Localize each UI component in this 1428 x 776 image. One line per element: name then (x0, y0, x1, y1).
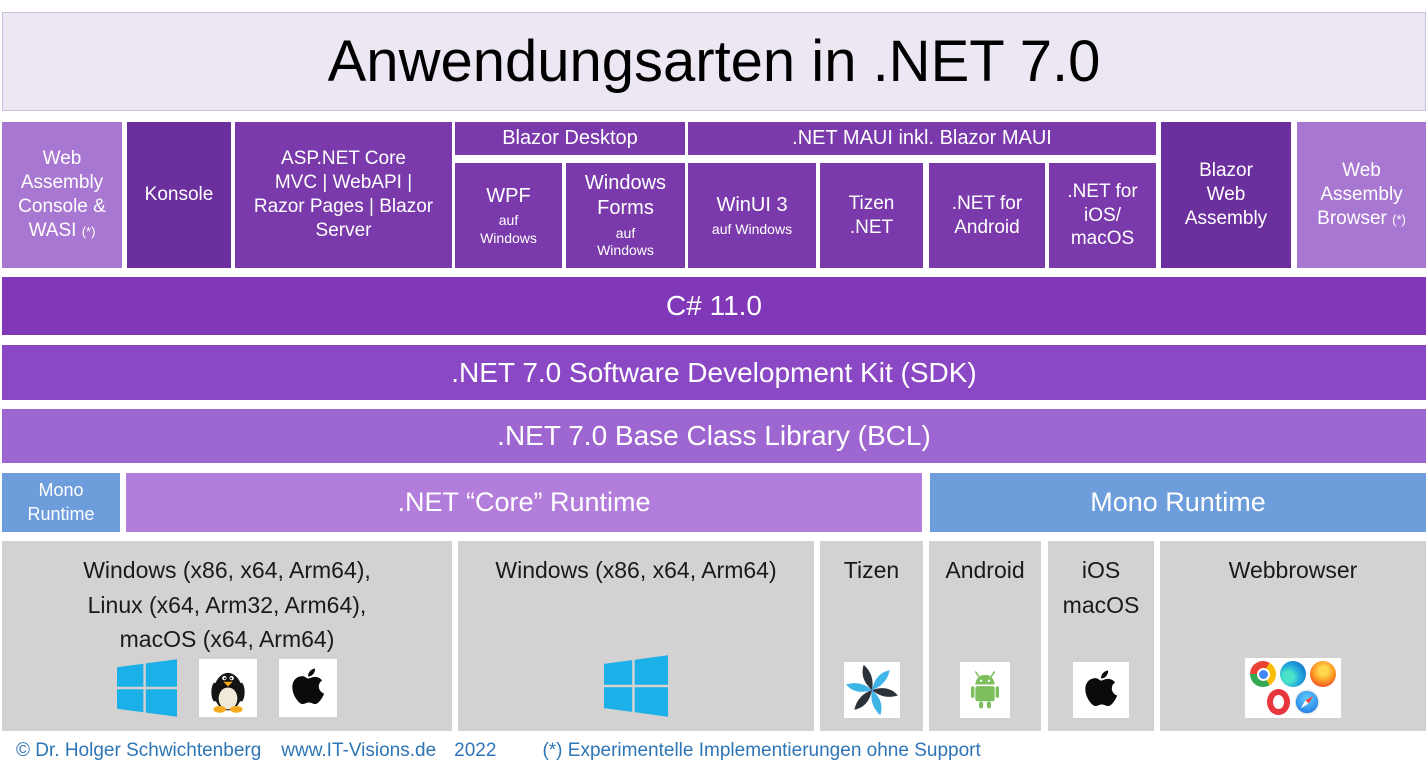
box-wpf-title: WPF (486, 184, 531, 207)
layer-csharp: C# 11.0 (2, 277, 1426, 335)
box-aspnet-core-label: ASP.NET Core MVC | WebAPI | Razor Pages … (253, 148, 434, 241)
box-konsole-label: Konsole (144, 184, 214, 206)
platform-webbrowser: Webbrowser (1160, 541, 1426, 731)
runtime-mono-left-label: Mono Runtime (27, 480, 95, 524)
page-title: Anwendungsarten in .NET 7.0 (2, 12, 1426, 111)
runtime-mono-right: Mono Runtime (930, 473, 1426, 532)
box-blazor-webassembly: Blazor Web Assembly (1161, 122, 1291, 268)
apple-icon (279, 659, 337, 717)
page-title-text: Anwendungsarten in .NET 7.0 (327, 29, 1101, 94)
box-winforms-title: Windows Forms (584, 172, 667, 220)
platform-windows-label: Windows (x86, x64, Arm64) (495, 557, 777, 583)
layer-bcl-label: .NET 7.0 Base Class Library (BCL) (497, 420, 931, 452)
platform-ios-macos-label: iOS macOS (1062, 557, 1140, 618)
layer-sdk: .NET 7.0 Software Development Kit (SDK) (2, 345, 1426, 400)
platform-tizen-icons (820, 662, 923, 718)
platform-multi-label: Windows (x86, x64, Arm64), Linux (x64, A… (83, 557, 371, 652)
box-net-android: .NET for Android (929, 163, 1045, 268)
layer-sdk-label: .NET 7.0 Software Development Kit (SDK) (451, 356, 977, 388)
box-wasm-console-star: (*) (81, 223, 96, 239)
platform-webbrowser-label: Webbrowser (1228, 557, 1358, 583)
box-blazor-webassembly-label: Blazor Web Assembly (1184, 160, 1268, 229)
box-wasm-console-label: Web Assembly Console & WASI (18, 148, 106, 241)
platform-tizen-label: Tizen (843, 557, 900, 583)
platform-windows-icons (458, 654, 814, 718)
box-aspnet-core: ASP.NET Core MVC | WebAPI | Razor Pages … (235, 122, 452, 268)
firefox-icon (1310, 661, 1336, 687)
group-blazor-desktop-header: Blazor Desktop (455, 122, 685, 155)
runtime-mono-left: Mono Runtime (2, 473, 120, 532)
platform-tizen: Tizen (820, 541, 923, 731)
box-winforms: Windows Forms auf Windows (566, 163, 685, 268)
box-tizen-net: Tizen .NET (820, 163, 923, 268)
platform-webbrowser-icons (1160, 658, 1426, 718)
platform-ios-macos: iOS macOS (1048, 541, 1154, 731)
box-net-ios-label: .NET for iOS/ macOS (1067, 180, 1138, 250)
footer-note: (*) Experimentelle Implementierungen ohn… (542, 740, 981, 761)
box-wasm-browser: Web Assembly Browser (*) (1297, 122, 1426, 268)
chrome-icon (1250, 661, 1276, 687)
box-winui3-subtitle: auf Windows (711, 220, 793, 237)
box-net-android-label: .NET for Android (951, 192, 1023, 238)
platform-multi: Windows (x86, x64, Arm64), Linux (x64, A… (2, 541, 452, 731)
opera-icon (1266, 689, 1290, 715)
linux-icon (199, 659, 257, 717)
platform-android-label: Android (945, 557, 1025, 583)
runtime-mono-right-label: Mono Runtime (1090, 487, 1266, 518)
platform-android: Android (929, 541, 1041, 731)
platform-android-icons (929, 662, 1041, 718)
box-tizen-net-label: Tizen .NET (848, 192, 895, 238)
footer: © Dr. Holger Schwichtenberg www.IT-Visio… (0, 740, 1428, 762)
browser-icons-tile (1245, 658, 1341, 718)
tizen-icon (843, 662, 900, 718)
box-wasm-browser-label: Web Assembly Browser (1317, 160, 1403, 229)
box-wasm-console: Web Assembly Console & WASI (*) (2, 122, 122, 268)
footer-url: www.IT-Visions.de (281, 740, 437, 761)
box-winforms-subtitle: auf Windows (597, 224, 654, 259)
safari-icon (1293, 689, 1320, 715)
platform-windows: Windows (x86, x64, Arm64) (458, 541, 814, 731)
layer-csharp-label: C# 11.0 (666, 290, 762, 322)
box-winui3: WinUI 3 auf Windows (688, 163, 816, 268)
group-maui-label: .NET MAUI inkl. Blazor MAUI (792, 126, 1052, 149)
box-winui3-title: WinUI 3 (716, 193, 788, 216)
group-blazor-desktop-label: Blazor Desktop (502, 126, 638, 149)
box-konsole: Konsole (127, 122, 231, 268)
footer-copyright: © Dr. Holger Schwichtenberg (16, 740, 262, 761)
apple-icon (1073, 662, 1129, 718)
edge-icon (1280, 661, 1306, 687)
windows-icon (117, 659, 177, 717)
runtime-core-label: .NET “Core” Runtime (397, 487, 651, 518)
android-icon (960, 662, 1010, 718)
windows-icon (604, 655, 668, 717)
box-net-ios: .NET for iOS/ macOS (1049, 163, 1156, 268)
box-wpf: WPF auf Windows (455, 163, 562, 268)
footer-year: 2022 (454, 740, 497, 761)
runtime-core: .NET “Core” Runtime (126, 473, 922, 532)
platform-ios-macos-icons (1048, 662, 1154, 718)
group-maui-header: .NET MAUI inkl. Blazor MAUI (688, 122, 1156, 155)
platform-multi-icons (2, 658, 452, 718)
layer-bcl: .NET 7.0 Base Class Library (BCL) (2, 409, 1426, 463)
box-wasm-browser-star: (*) (1392, 211, 1406, 227)
box-wpf-subtitle: auf Windows (480, 211, 537, 246)
